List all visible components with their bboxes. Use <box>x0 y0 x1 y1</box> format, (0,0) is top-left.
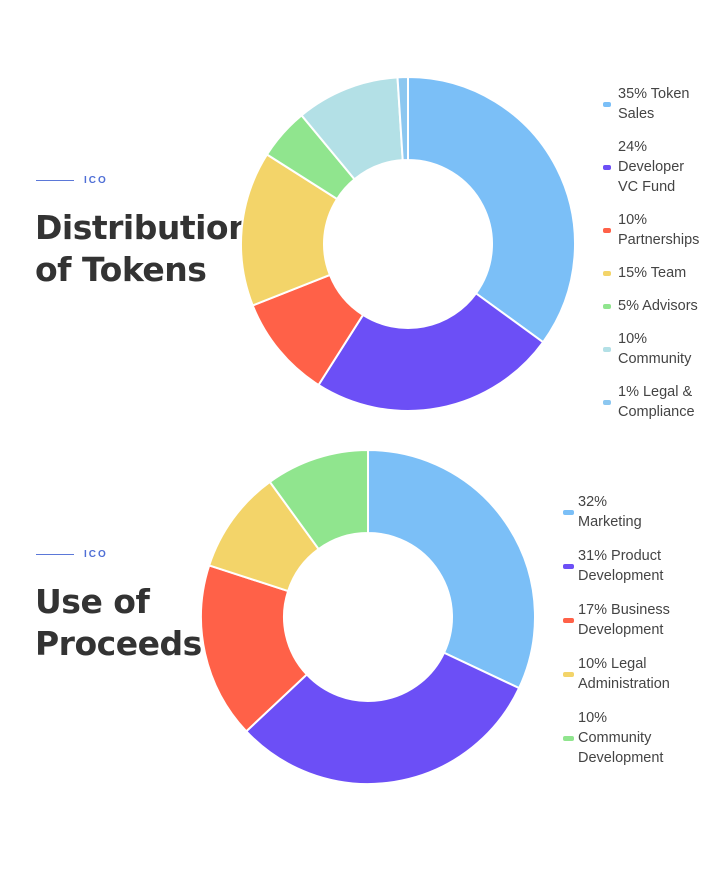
legend-swatch <box>603 304 611 309</box>
eyebrow-text: ICO <box>84 175 108 186</box>
donut-slice-token-sales <box>407 75 576 344</box>
legend-item: 32% Marketing <box>563 492 703 532</box>
legend-swatch <box>563 510 574 515</box>
donut-slice-developer-vc-fund <box>317 291 545 412</box>
legend-swatch <box>563 564 574 569</box>
chart-title-line: of Tokens <box>35 250 207 289</box>
use-of-proceeds-section: ICO Use of Proceeds 32% Marketing 31% Prod… <box>0 440 710 810</box>
chart-legend: 32% Marketing 31% Product Development 17% Bu… <box>563 492 703 782</box>
legend-swatch <box>563 618 574 623</box>
donut-chart-tokens <box>240 75 576 412</box>
legend-label: 10% <box>618 212 648 228</box>
legend-swatch <box>563 672 574 677</box>
legend-swatch <box>563 736 574 741</box>
legend-item: 24% Developer VC Fund <box>603 137 710 197</box>
eyebrow-label: ICO <box>36 175 108 186</box>
chart-title-line: Proceeds <box>35 624 202 663</box>
legend-label: Development <box>578 750 664 766</box>
eyebrow-label: ICO <box>36 549 108 560</box>
donut-slice-marketing <box>367 448 536 690</box>
legend-label: 32% <box>578 494 608 510</box>
chart-title: Distribution of Tokens <box>35 207 252 291</box>
legend-item: 10% Legal Administration <box>563 654 703 694</box>
chart-title-line: Distribution <box>35 208 252 247</box>
legend-label: Compliance <box>618 404 695 420</box>
legend-label: Development <box>578 622 664 638</box>
legend-label: 1% Legal & <box>618 384 693 400</box>
legend-label: 10% <box>578 710 608 726</box>
legend-swatch <box>603 400 611 405</box>
donut-slice-community-development <box>268 448 369 551</box>
legend-swatch <box>603 102 611 107</box>
token-distribution-section: ICO Distribution of Tokens 35% Token Sale… <box>0 0 710 440</box>
legend-label: 10% Legal <box>578 656 647 672</box>
donut-slice-business-development <box>200 564 309 733</box>
legend-label: 5% Advisors <box>618 298 698 314</box>
legend-item: 31% Product Development <box>563 546 703 586</box>
legend-label: Partnerships <box>618 232 700 248</box>
eyebrow-text: ICO <box>84 549 108 560</box>
legend-item: 17% Business Development <box>563 600 703 640</box>
eyebrow-rule <box>36 180 74 181</box>
legend-label: Community <box>578 730 652 746</box>
legend-label: 31% Product <box>578 548 662 564</box>
legend-item: 10% Community <box>603 329 710 369</box>
legend-label: Development <box>578 568 664 584</box>
eyebrow-rule <box>36 554 74 555</box>
legend-label: Administration <box>578 676 670 692</box>
donut-slice-product-development <box>244 651 521 785</box>
legend-item: 10% Community Development <box>563 708 703 768</box>
donut-chart-proceeds <box>200 448 536 785</box>
legend-item: 1% Legal & Compliance <box>603 382 710 422</box>
legend-swatch <box>603 228 611 233</box>
legend-label: Developer <box>618 159 685 175</box>
legend-label: Community <box>618 351 692 367</box>
legend-item: 10% Partnerships <box>603 210 710 250</box>
legend-item: 35% Token Sales <box>603 84 710 124</box>
legend-label: 24% <box>618 139 648 155</box>
legend-swatch <box>603 271 611 276</box>
legend-label: 35% Token <box>618 86 690 102</box>
legend-label: 17% Business <box>578 602 670 618</box>
chart-title-line: Use of <box>35 582 150 621</box>
legend-label: 10% <box>618 331 648 347</box>
legend-label: 15% Team <box>618 265 687 281</box>
legend-label: Marketing <box>578 514 642 530</box>
donut-slice-legal-compliance <box>396 75 409 162</box>
chart-legend: 35% Token Sales 24% Developer VC Fund 10% Part… <box>603 84 710 435</box>
legend-item: 5% Advisors <box>603 296 710 316</box>
legend-label: VC Fund <box>618 179 676 195</box>
legend-label: Sales <box>618 106 655 122</box>
legend-swatch <box>603 165 611 170</box>
legend-item: 15% Team <box>603 263 710 283</box>
legend-swatch <box>603 347 611 352</box>
chart-title: Use of Proceeds <box>35 581 235 665</box>
